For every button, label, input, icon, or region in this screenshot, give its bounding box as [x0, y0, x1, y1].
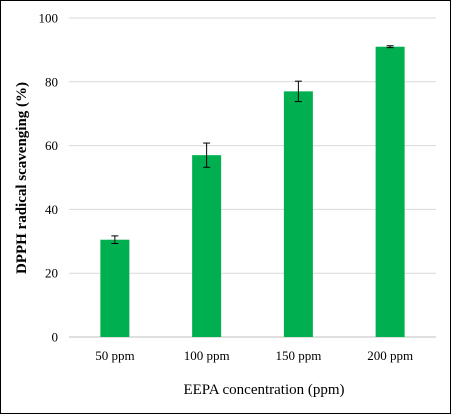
- x-tick-label: 200 ppm: [367, 348, 413, 363]
- y-tick-label: 20: [45, 266, 58, 281]
- y-tick-label: 0: [52, 330, 59, 345]
- error-bars: [111, 45, 394, 245]
- bar-50-ppm: [100, 239, 130, 337]
- y-axis-label: DPPH radical scavenging (%): [14, 82, 30, 274]
- x-axis-label: EEPA concentration (ppm): [183, 382, 344, 398]
- x-tick-label: 50 ppm: [95, 348, 134, 363]
- bar-100-ppm: [192, 155, 222, 337]
- y-tick-label: 40: [45, 202, 58, 217]
- bar-200-ppm: [375, 46, 405, 338]
- y-tick-label: 80: [45, 74, 58, 89]
- x-tick-label: 100 ppm: [184, 348, 230, 363]
- y-tick-labels: 0 20 40 60 80 100: [39, 11, 59, 345]
- x-tick-labels: 50 ppm 100 ppm 150 ppm 200 ppm: [95, 348, 413, 363]
- bars: [100, 46, 405, 338]
- x-tick-label: 150 ppm: [275, 348, 321, 363]
- gridlines: [69, 17, 436, 338]
- bar-150-ppm: [283, 91, 313, 338]
- y-tick-label: 60: [45, 138, 58, 153]
- y-tick-label: 100: [39, 11, 59, 26]
